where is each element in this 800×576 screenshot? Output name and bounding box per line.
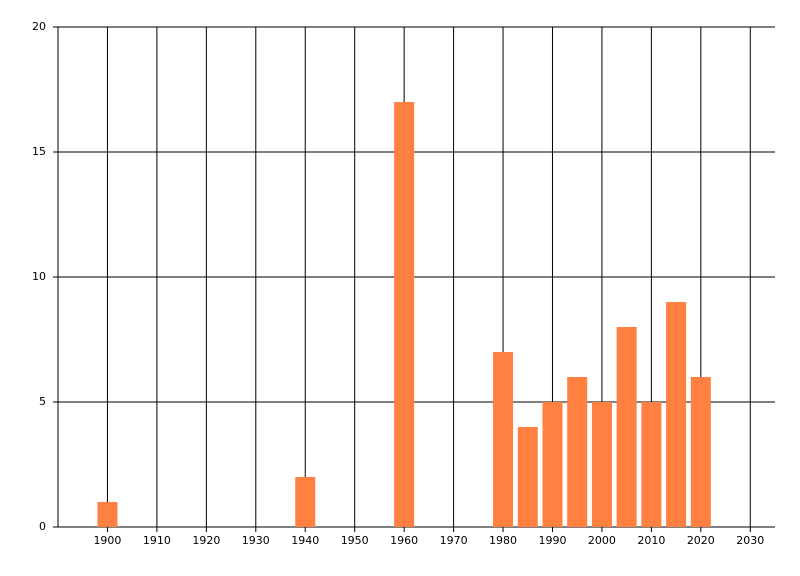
bar bbox=[591, 402, 612, 527]
bar bbox=[567, 377, 588, 527]
bar bbox=[666, 302, 687, 527]
bar bbox=[493, 352, 514, 527]
bar bbox=[97, 502, 118, 527]
x-tick-label: 2020 bbox=[687, 534, 715, 547]
x-tick-label: 1950 bbox=[341, 534, 369, 547]
bar bbox=[542, 402, 563, 527]
y-tick-label: 5 bbox=[39, 395, 46, 408]
bar bbox=[394, 102, 415, 527]
x-tick-label: 2030 bbox=[736, 534, 764, 547]
bar bbox=[517, 427, 538, 527]
y-tick-label: 15 bbox=[32, 145, 46, 158]
bar bbox=[295, 477, 316, 527]
x-tick-label: 1940 bbox=[291, 534, 319, 547]
y-tick-label: 10 bbox=[32, 270, 46, 283]
bar bbox=[690, 377, 711, 527]
y-tick-label: 20 bbox=[32, 20, 46, 33]
bar bbox=[616, 327, 637, 527]
y-tick-label: 0 bbox=[39, 520, 46, 533]
x-tick-label: 1990 bbox=[538, 534, 566, 547]
x-tick-label: 1900 bbox=[93, 534, 121, 547]
bar bbox=[641, 402, 662, 527]
x-tick-label: 1960 bbox=[390, 534, 418, 547]
x-tick-label: 2000 bbox=[588, 534, 616, 547]
x-tick-label: 1980 bbox=[489, 534, 517, 547]
x-tick-label: 1930 bbox=[242, 534, 270, 547]
x-tick-label: 2010 bbox=[637, 534, 665, 547]
x-tick-label: 1970 bbox=[440, 534, 468, 547]
x-tick-label: 1910 bbox=[143, 534, 171, 547]
x-tick-label: 1920 bbox=[192, 534, 220, 547]
